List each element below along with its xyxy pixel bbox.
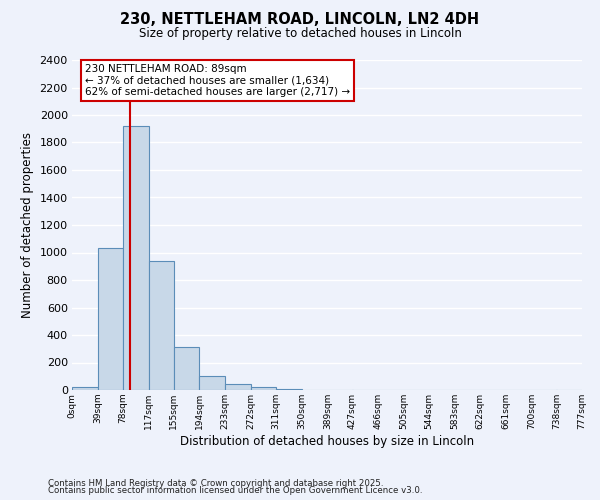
Text: Contains HM Land Registry data © Crown copyright and database right 2025.: Contains HM Land Registry data © Crown c… — [48, 478, 383, 488]
Text: Size of property relative to detached houses in Lincoln: Size of property relative to detached ho… — [139, 28, 461, 40]
Text: Contains public sector information licensed under the Open Government Licence v3: Contains public sector information licen… — [48, 486, 422, 495]
Bar — [98, 248, 123, 390]
Bar — [225, 384, 251, 390]
Bar — [199, 376, 225, 390]
Bar — [251, 387, 276, 390]
Bar — [72, 387, 98, 390]
Bar — [123, 126, 149, 390]
Bar — [174, 348, 199, 390]
Text: 230, NETTLEHAM ROAD, LINCOLN, LN2 4DH: 230, NETTLEHAM ROAD, LINCOLN, LN2 4DH — [121, 12, 479, 28]
Text: 230 NETTLEHAM ROAD: 89sqm
← 37% of detached houses are smaller (1,634)
62% of se: 230 NETTLEHAM ROAD: 89sqm ← 37% of detac… — [85, 64, 350, 98]
Y-axis label: Number of detached properties: Number of detached properties — [21, 132, 34, 318]
X-axis label: Distribution of detached houses by size in Lincoln: Distribution of detached houses by size … — [180, 434, 474, 448]
Bar — [149, 261, 175, 390]
